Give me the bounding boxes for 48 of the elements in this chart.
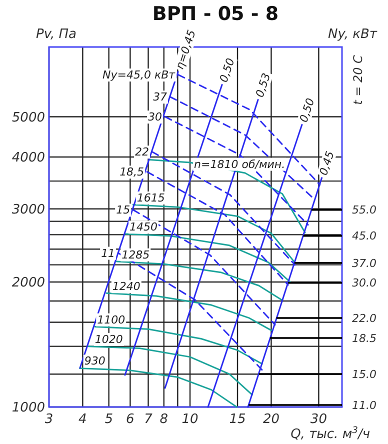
x-axis-title: Q, тыс. м$^{3}$/ч [290,426,370,442]
y-axis-title: Pv, Па [36,27,77,42]
x-tick-label: 3 [44,412,54,427]
x-tick-label: 20 [262,412,280,427]
x-tick-label: 8 [160,412,168,427]
text: t = 20 C [351,54,365,105]
annotation: 15.0 [352,368,376,381]
series-label: 15 [116,204,130,217]
series-label: n=1810 об/мин. [194,158,286,171]
series-label: 1240 [112,280,140,294]
y-tick-label: 4000 [12,150,45,166]
x-tick-label: 5 [104,412,113,427]
text: 0,45 [316,150,337,177]
x-tick-label: 15 [229,412,246,427]
chart-title: ВРП - 05 - 8 [152,3,279,25]
annotation: 45.0 [352,230,376,243]
x-tick-label: 30 [310,412,327,427]
annotation: 11.0 [352,398,376,412]
annotation: 18.5 [352,332,376,345]
series-label: 37 [153,90,168,104]
series-label: 18,5 [120,166,144,179]
series-label: 1450 [130,220,158,234]
x-tick-label: 7 [144,412,154,427]
annotation: 37.0 [352,256,376,270]
series-label: 11 [101,246,116,260]
y2-axis-title: Ny, кВт [328,27,378,42]
series-label: 1615 [136,191,165,204]
x-tick-label: 4 [78,412,87,427]
series-label: 1100 [97,313,126,326]
annotation: 55.0 [352,204,376,217]
y-tick-label: 3000 [12,202,45,218]
y-tick-label: 1000 [12,400,45,416]
y-tick-label: 5000 [12,110,45,126]
text: η=0,45 [173,28,198,71]
text: 0,53 [253,72,274,99]
annotation: 22.0 [352,312,376,325]
series-label: 1020 [94,332,123,346]
y-tick-label: 2000 [12,276,45,291]
series-label: 1285 [122,248,150,262]
x-tick-label: 6 [126,412,134,427]
series-label: 930 [84,354,106,368]
series-label: 30 [148,110,162,124]
series-label: Ny=45,0 кВт [102,68,176,82]
text: 0,50 [297,96,318,124]
annotation: 30.0 [352,276,376,290]
x-tick-label: 10 [182,412,198,427]
text: 0,50 [217,56,238,84]
series-label: 22 [135,146,150,159]
